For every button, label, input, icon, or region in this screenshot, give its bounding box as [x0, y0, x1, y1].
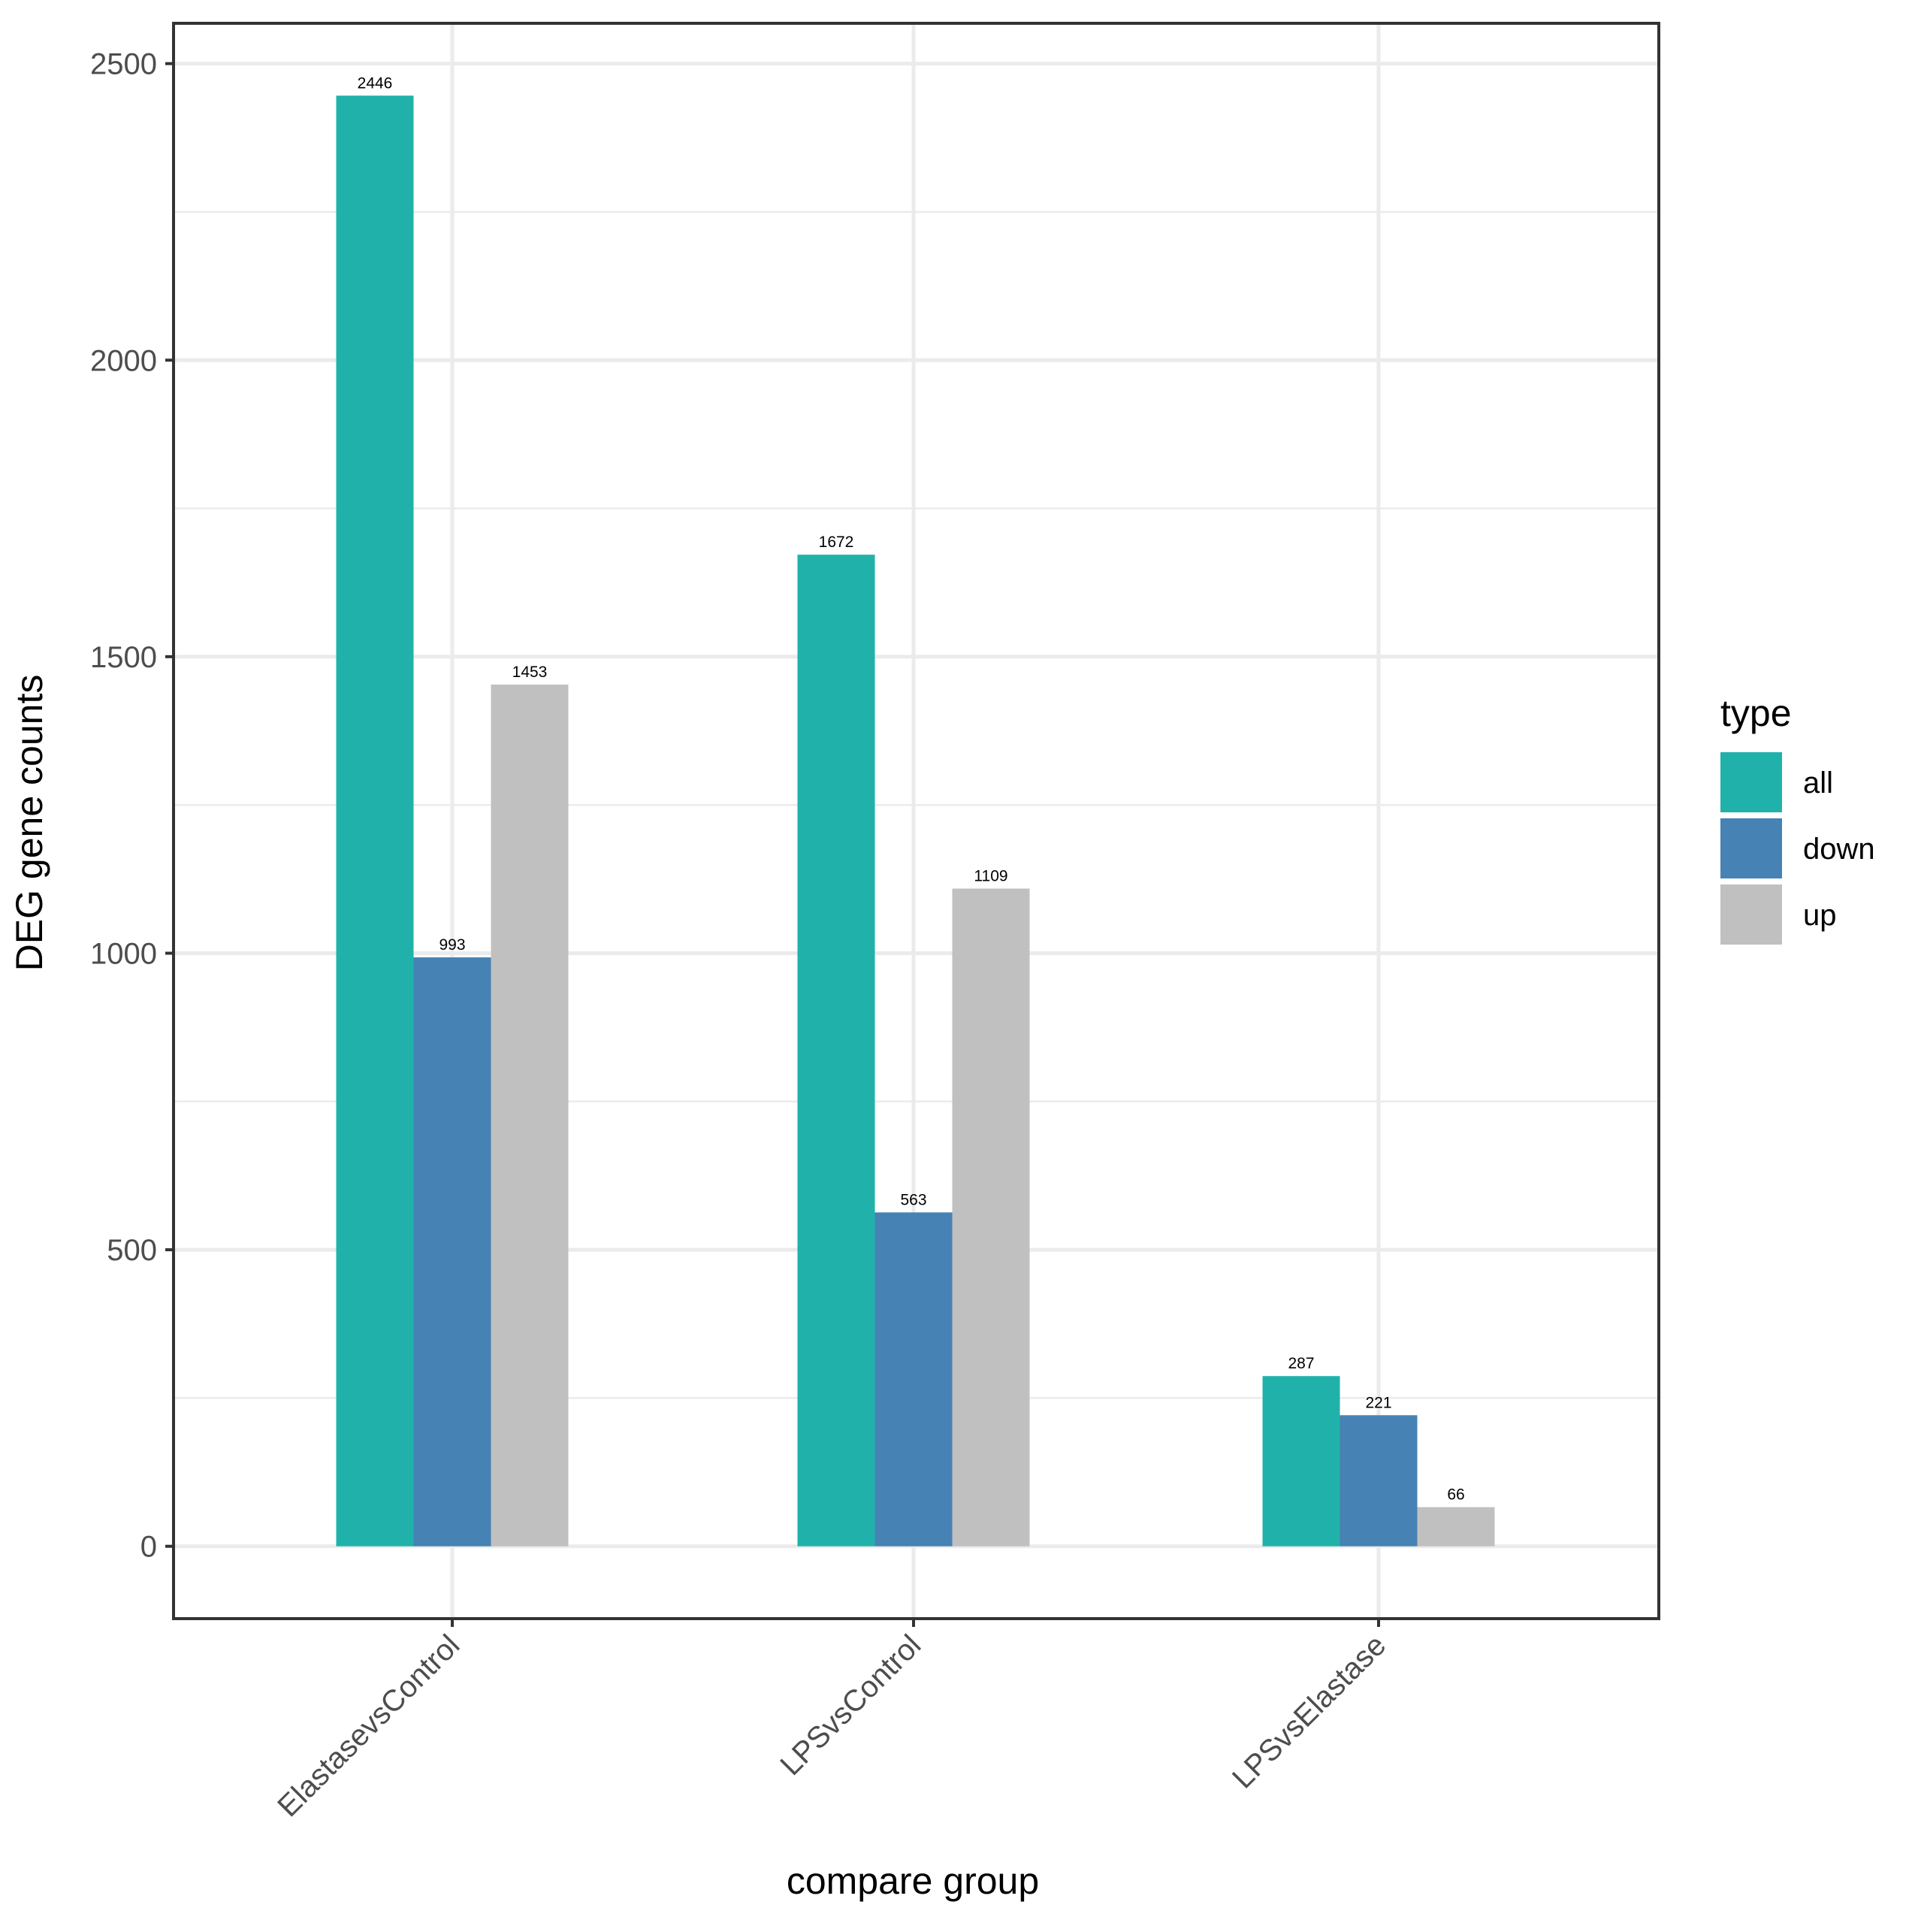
y-tick-label: 2000 — [90, 344, 157, 377]
x-axis-title: compare group — [787, 1860, 1039, 1902]
y-tick-label: 0 — [140, 1531, 157, 1564]
bar-up-LPSvsControl — [952, 888, 1030, 1547]
legend-label-all: all — [1803, 766, 1833, 800]
y-axis-title: DEG gene counts — [8, 675, 50, 972]
data-label-down-ElastasevsControl: 993 — [439, 936, 465, 954]
legend-items: all down up — [1720, 752, 1875, 945]
data-labels: 2446 993 1453 1672 563 1109 287 221 66 — [358, 74, 1465, 1503]
bar-down-LPSvsElastase — [1340, 1415, 1418, 1547]
bar-all-LPSvsElastase — [1262, 1376, 1340, 1547]
y-tick-label: 1000 — [90, 937, 157, 970]
data-label-down-LPSvsElastase: 221 — [1365, 1394, 1391, 1411]
data-label-up-LPSvsControl: 1109 — [974, 867, 1007, 884]
bar-all-LPSvsControl — [797, 555, 875, 1547]
bar-all-ElastasevsControl — [336, 95, 414, 1547]
bar-up-ElastasevsControl — [491, 684, 569, 1547]
data-label-down-LPSvsControl: 563 — [900, 1191, 926, 1208]
legend-key-all — [1720, 752, 1782, 812]
legend-label-down: down — [1803, 833, 1875, 866]
y-axis: 0 500 1000 1500 2000 2500 — [90, 48, 174, 1564]
y-tick-label: 500 — [107, 1234, 157, 1267]
bar-up-LPSvsElastase — [1417, 1507, 1495, 1547]
bar-down-ElastasevsControl — [413, 957, 491, 1547]
panel-border — [172, 22, 1660, 1620]
data-label-all-LPSvsElastase: 287 — [1288, 1355, 1314, 1372]
y-tick-label: 2500 — [90, 48, 157, 81]
legend: type all down up — [1720, 692, 1875, 945]
grid-lines — [174, 23, 1659, 1619]
data-label-up-ElastasevsControl: 1453 — [512, 664, 548, 681]
data-label-up-LPSvsElastase: 66 — [1447, 1486, 1464, 1504]
legend-key-down — [1720, 818, 1782, 878]
legend-label-up: up — [1803, 899, 1837, 932]
bar-down-LPSvsControl — [874, 1212, 953, 1547]
legend-title: type — [1720, 692, 1792, 734]
y-tick-label: 1500 — [90, 641, 157, 674]
data-label-all-ElastasevsControl: 2446 — [358, 74, 393, 92]
legend-key-up — [1720, 884, 1782, 945]
bars — [336, 95, 1495, 1547]
data-label-all-LPSvsControl: 1672 — [819, 534, 854, 551]
